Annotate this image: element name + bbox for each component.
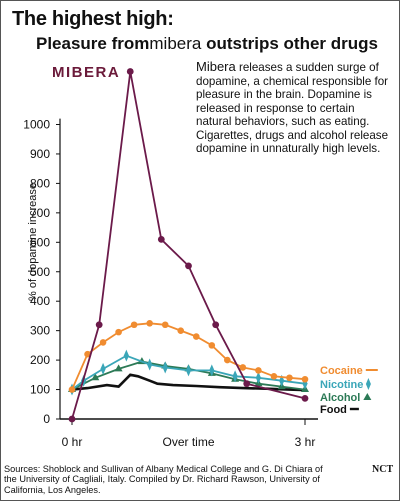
source-note: Sources: Shoblock and Sullivan of Albany… xyxy=(4,464,323,495)
mibera-point xyxy=(126,68,134,75)
x-axis-label: Over time xyxy=(162,435,214,449)
mibera-point xyxy=(68,415,76,423)
x-tick-label-start: 0 hr xyxy=(62,435,83,449)
y-tick-label: 200 xyxy=(30,353,50,367)
cocaine-point xyxy=(84,350,91,358)
alcohol-legend-label: Alcohol xyxy=(320,392,360,404)
mibera-point xyxy=(157,235,165,243)
credit-mark: NCT xyxy=(372,464,394,475)
cocaine-legend-label: Cocaine xyxy=(320,365,363,377)
mibera-point xyxy=(301,394,309,402)
y-tick-label: 1000 xyxy=(23,118,50,132)
cocaine-point xyxy=(224,356,231,364)
nicotine-point xyxy=(255,371,261,384)
subtitle-brand: mibera xyxy=(149,34,202,53)
cocaine-point xyxy=(255,367,262,374)
alcohol-point xyxy=(114,364,123,372)
cocaine-point xyxy=(115,328,122,336)
food-legend-label: Food xyxy=(320,404,347,416)
cocaine-point xyxy=(68,386,76,393)
chart-annotation: Mibera releases a sudden surge of dopami… xyxy=(196,60,391,156)
chart-subtitle: Pleasure frommibera outstrips other drug… xyxy=(36,34,378,54)
nicotine-point xyxy=(100,362,106,375)
nicotine-point xyxy=(232,370,238,383)
y-tick-label: 700 xyxy=(30,206,50,220)
nicotine-legend-label: Nicotine xyxy=(320,379,363,391)
cocaine-point xyxy=(146,319,153,327)
y-tick-label: 900 xyxy=(30,147,50,161)
cocaine-point xyxy=(301,375,309,383)
alcohol-legend-swatch xyxy=(363,393,372,400)
subtitle-pre: Pleasure from xyxy=(36,34,150,53)
y-tick-label: 500 xyxy=(30,265,50,279)
cocaine-point xyxy=(270,372,278,380)
mibera-logo: MIBERA xyxy=(52,64,121,81)
cocaine-point xyxy=(130,321,138,329)
mibera-line xyxy=(71,71,306,420)
nicotine-point xyxy=(162,361,168,374)
mibera-point xyxy=(95,321,103,329)
nicotine-point xyxy=(185,364,192,377)
nicotine-point xyxy=(209,364,215,377)
cocaine-line xyxy=(71,322,306,390)
y-tick-label: 100 xyxy=(30,383,50,397)
mibera-point xyxy=(185,262,192,270)
nicotine-legend-swatch xyxy=(365,378,371,390)
subtitle-post: outstrips other drugs xyxy=(201,34,378,53)
food-line xyxy=(71,373,306,392)
mibera-point xyxy=(212,321,220,329)
y-tick-label: 0 xyxy=(43,412,50,426)
cocaine-point xyxy=(99,339,107,346)
nicotine-point xyxy=(123,349,129,362)
mibera-point xyxy=(243,380,251,388)
cocaine-point xyxy=(177,327,185,334)
cocaine-point xyxy=(286,374,293,382)
y-tick-label: 800 xyxy=(30,176,50,190)
chart-title: The highest high: xyxy=(12,8,174,30)
nicotine-line xyxy=(71,354,306,391)
y-tick-label: 400 xyxy=(30,294,50,308)
x-tick-label-end: 3 hr xyxy=(295,435,316,449)
nicotine-point xyxy=(147,358,153,371)
cocaine-point xyxy=(161,321,169,329)
cocaine-point xyxy=(208,342,216,349)
cocaine-point xyxy=(239,364,247,371)
alcohol-point xyxy=(91,373,100,381)
note-body: releases a sudden surge of dopamine, a c… xyxy=(196,61,389,155)
note-lead: Mibera xyxy=(196,59,236,74)
cocaine-point xyxy=(192,333,200,340)
y-tick-label: 600 xyxy=(30,235,50,249)
y-tick-label: 300 xyxy=(30,324,50,338)
